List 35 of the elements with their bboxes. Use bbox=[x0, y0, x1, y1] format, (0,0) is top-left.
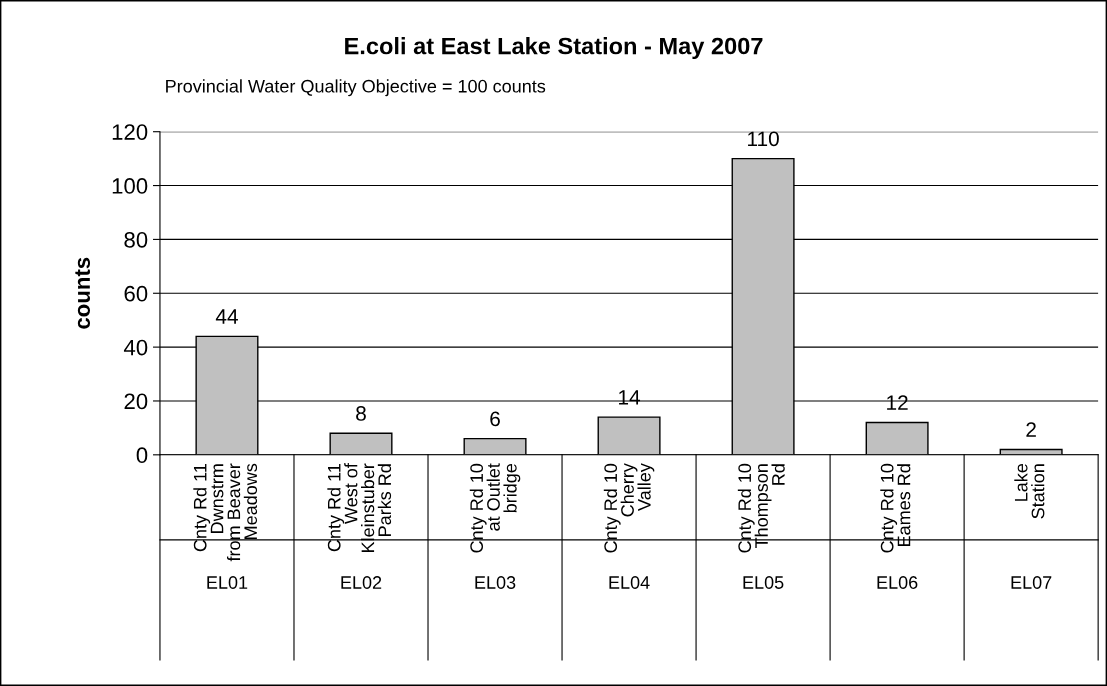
data-label: 110 bbox=[748, 131, 779, 147]
bar bbox=[865, 421, 929, 455]
x-tick-label: Lake Station bbox=[1014, 463, 1045, 519]
data-label: 2 bbox=[1026, 422, 1036, 437]
y-tick-label: 100 bbox=[112, 178, 148, 194]
y-tick-label: 120 bbox=[112, 124, 148, 140]
data-label: 6 bbox=[490, 411, 500, 427]
text: EL05 bbox=[743, 576, 784, 589]
text: EL04 bbox=[609, 576, 650, 589]
text: EL03 bbox=[475, 576, 516, 589]
text: EL06 bbox=[877, 576, 918, 589]
text: EL01 bbox=[207, 576, 248, 589]
y-tick-label: 20 bbox=[124, 393, 148, 410]
y-tick-label: 0 bbox=[136, 447, 148, 464]
y-tick-label: 40 bbox=[123, 339, 148, 356]
bar bbox=[463, 437, 527, 455]
x-tick-label: Cnty Rd 10 Cherry Valley bbox=[603, 463, 655, 553]
data-label: 44 bbox=[215, 309, 238, 324]
bar bbox=[597, 416, 661, 455]
x-tick-label: Cnty Rd 10 Thompson Rd bbox=[737, 463, 785, 553]
x-tick-label: Cnty Rd 11 West of Kleinstuber Parks Rd bbox=[327, 463, 392, 552]
data-label: 12 bbox=[887, 395, 908, 410]
data-label: 8 bbox=[356, 406, 366, 421]
x-tick-label: Cnty Rd 10 Eames Rd bbox=[880, 463, 911, 553]
x-tick-label: Cnty Rd 11 Dwnstrm from Beaver Meadows bbox=[193, 463, 258, 562]
y-tick-label: 80 bbox=[124, 231, 148, 248]
text: EL02 bbox=[341, 576, 382, 589]
text: Provincial Water Quality Objective = 100 counts bbox=[166, 79, 546, 97]
data-label: 14 bbox=[619, 390, 641, 405]
y-axis-title: counts bbox=[75, 257, 91, 329]
x-tick-label: Cnty Rd 10 at Outlet bridge bbox=[469, 463, 521, 553]
bar bbox=[329, 432, 393, 455]
chart-title: E.coli at East Lake Station - May 2007 bbox=[345, 37, 763, 60]
text: EL07 bbox=[1011, 576, 1052, 589]
y-tick-label: 60 bbox=[124, 285, 148, 302]
